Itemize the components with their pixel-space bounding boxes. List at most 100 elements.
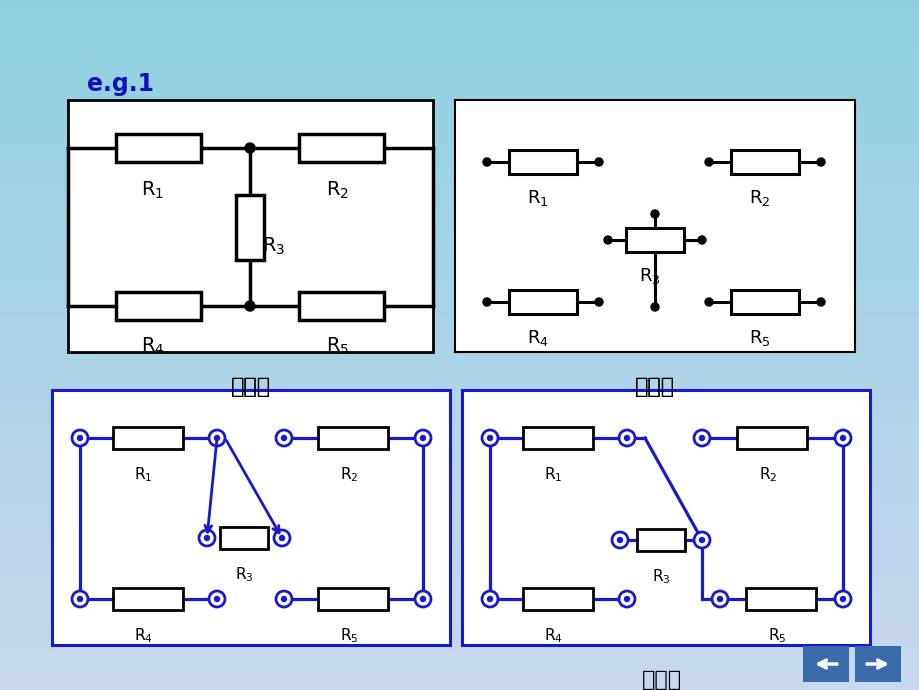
- Bar: [0, 515, 919, 516]
- Bar: [0, 343, 919, 344]
- Bar: [0, 257, 919, 258]
- Bar: [0, 628, 919, 629]
- Circle shape: [482, 430, 497, 446]
- Bar: [0, 236, 919, 237]
- Bar: [0, 582, 919, 583]
- Bar: [0, 133, 919, 134]
- Bar: [0, 511, 919, 512]
- Bar: [0, 631, 919, 632]
- Bar: [0, 216, 919, 217]
- Bar: [0, 605, 919, 606]
- Bar: [0, 414, 919, 415]
- Bar: [461, 390, 869, 645]
- Bar: [737, 427, 807, 449]
- Bar: [0, 447, 919, 448]
- Bar: [0, 198, 919, 199]
- Bar: [0, 503, 919, 504]
- Bar: [731, 290, 798, 314]
- Bar: [0, 64, 919, 65]
- Bar: [0, 166, 919, 167]
- Bar: [0, 367, 919, 368]
- Bar: [0, 199, 919, 200]
- Circle shape: [698, 435, 704, 440]
- Bar: [0, 261, 919, 262]
- Bar: [0, 432, 919, 433]
- Bar: [0, 213, 919, 214]
- Bar: [0, 170, 919, 171]
- Bar: [0, 604, 919, 605]
- Bar: [0, 615, 919, 616]
- Bar: [0, 41, 919, 42]
- Bar: [0, 281, 919, 282]
- Bar: [0, 404, 919, 405]
- Circle shape: [414, 591, 430, 607]
- Bar: [0, 402, 919, 403]
- Circle shape: [604, 236, 611, 244]
- Bar: [0, 75, 919, 76]
- Circle shape: [624, 435, 629, 440]
- Text: $\rm{R}_{4}$: $\rm{R}_{4}$: [134, 626, 153, 644]
- Circle shape: [624, 596, 629, 602]
- Bar: [0, 339, 919, 340]
- Bar: [0, 187, 919, 188]
- Bar: [0, 512, 919, 513]
- Bar: [0, 486, 919, 487]
- Bar: [0, 317, 919, 318]
- Text: $\rm{R}_{3}$: $\rm{R}_{3}$: [651, 567, 670, 586]
- Bar: [0, 623, 919, 624]
- Bar: [0, 139, 919, 140]
- Circle shape: [840, 596, 845, 602]
- Bar: [0, 629, 919, 630]
- Bar: [0, 96, 919, 97]
- Bar: [0, 363, 919, 364]
- Bar: [0, 525, 919, 526]
- Bar: [0, 541, 919, 542]
- Bar: [0, 539, 919, 540]
- Bar: [0, 46, 919, 47]
- Bar: [0, 9, 919, 10]
- Bar: [0, 270, 919, 271]
- Bar: [0, 279, 919, 280]
- Bar: [0, 67, 919, 68]
- Bar: [0, 467, 919, 468]
- Bar: [0, 407, 919, 408]
- Bar: [0, 155, 919, 156]
- Bar: [0, 471, 919, 472]
- Bar: [0, 207, 919, 208]
- Bar: [0, 217, 919, 218]
- Bar: [0, 508, 919, 509]
- Bar: [0, 643, 919, 644]
- Bar: [0, 451, 919, 452]
- Bar: [0, 646, 919, 647]
- Text: e.g.1: e.g.1: [87, 72, 153, 96]
- Bar: [0, 384, 919, 385]
- Bar: [0, 393, 919, 394]
- Bar: [0, 142, 919, 143]
- Bar: [0, 445, 919, 446]
- Bar: [0, 79, 919, 80]
- Bar: [0, 271, 919, 272]
- Bar: [0, 602, 919, 603]
- Bar: [0, 531, 919, 532]
- Bar: [0, 26, 919, 27]
- Bar: [0, 225, 919, 226]
- Text: $\rm{R}_{5}$: $\rm{R}_{5}$: [340, 626, 358, 644]
- Bar: [0, 578, 919, 579]
- Bar: [0, 650, 919, 651]
- Bar: [0, 561, 919, 562]
- Bar: [0, 35, 919, 36]
- Bar: [0, 686, 919, 687]
- Bar: [0, 586, 919, 587]
- Bar: [0, 37, 919, 38]
- Bar: [0, 8, 919, 9]
- Circle shape: [698, 236, 705, 244]
- Bar: [0, 485, 919, 486]
- Bar: [0, 592, 919, 593]
- Bar: [0, 17, 919, 18]
- Bar: [0, 424, 919, 425]
- Bar: [0, 360, 919, 361]
- Bar: [0, 53, 919, 54]
- Bar: [0, 466, 919, 467]
- Bar: [0, 550, 919, 551]
- Bar: [0, 411, 919, 412]
